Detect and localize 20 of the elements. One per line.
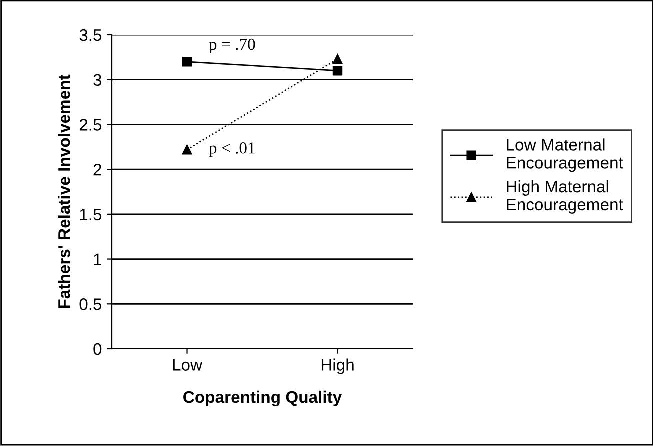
point <box>182 57 192 67</box>
y-tick-label: 3 <box>94 74 102 86</box>
x-axis-title: Coparenting Quality <box>184 390 342 407</box>
y-tick-label: 2 <box>94 164 102 176</box>
y-tick-label: 1 <box>94 254 102 266</box>
annotation: p < .01 <box>209 142 255 158</box>
annotation: p = .70 <box>209 38 256 54</box>
legend-label: High Maternal Encouragement <box>507 180 624 214</box>
point <box>332 66 343 76</box>
x-tick-label: High <box>322 358 354 374</box>
y-tick-label: 2.5 <box>80 119 102 131</box>
point <box>182 144 192 155</box>
y-tick-label: 3.5 <box>80 29 102 42</box>
y-tick-label: 1.5 <box>80 209 102 221</box>
y-axis-title: Fathers' Relative Involvement <box>58 74 70 308</box>
y-tick-label: 0.5 <box>80 298 102 310</box>
point <box>332 54 343 64</box>
legend-label: Low Maternal Encouragement <box>507 138 624 172</box>
y-tick-label: 0 <box>94 343 102 356</box>
x-tick-label: Low <box>173 359 203 371</box>
